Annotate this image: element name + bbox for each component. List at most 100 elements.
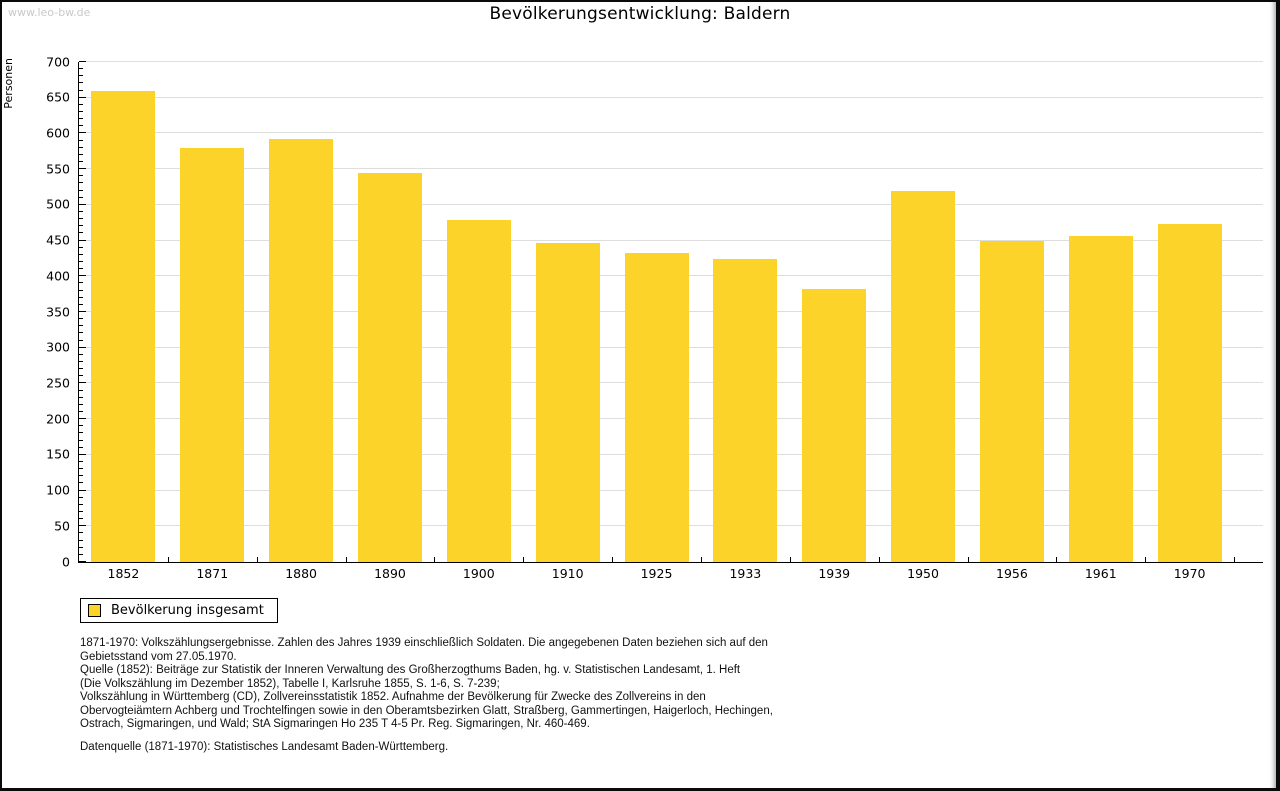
- x-axis-tick: [345, 557, 347, 562]
- gridline-600: [79, 132, 1263, 134]
- y-minor-tick: [79, 439, 83, 441]
- x-tick-label: 1910: [551, 566, 584, 581]
- bar-1933: [713, 259, 778, 562]
- y-minor-tick: [79, 232, 83, 234]
- y-minor-tick: [79, 375, 83, 377]
- x-axis-tick: [789, 557, 791, 562]
- x-tick-label: 1871: [196, 566, 229, 581]
- y-minor-tick: [79, 318, 83, 320]
- x-axis-tick: [612, 557, 614, 562]
- y-major-tick: [79, 489, 86, 491]
- bar-1925: [624, 253, 689, 562]
- x-tick-label: 1970: [1173, 566, 1206, 581]
- y-minor-tick: [79, 303, 83, 305]
- y-minor-tick: [79, 161, 83, 162]
- y-minor-tick: [79, 353, 83, 355]
- y-tick-label: 100: [46, 482, 70, 498]
- y-minor-tick: [79, 511, 83, 512]
- legend-label: Bevölkerung insgesamt: [111, 603, 264, 618]
- bar-1970: [1157, 224, 1222, 562]
- y-major-tick: [79, 132, 86, 134]
- y-minor-tick: [79, 246, 83, 248]
- bar-1900: [446, 219, 511, 562]
- y-tick-label: 600: [46, 125, 70, 141]
- y-tick-label: 250: [46, 375, 70, 391]
- bar-1956: [979, 240, 1044, 562]
- bar-1939: [802, 289, 867, 562]
- y-major-tick: [79, 346, 86, 348]
- y-tick-label: 450: [46, 232, 70, 248]
- y-major-tick: [79, 418, 86, 420]
- y-minor-tick: [79, 539, 83, 541]
- y-minor-tick: [79, 296, 83, 298]
- y-minor-tick: [79, 268, 83, 270]
- y-major-tick: [79, 453, 86, 455]
- x-tick-label: 1925: [640, 566, 673, 581]
- x-tick-label: 1852: [107, 566, 140, 581]
- y-minor-tick: [79, 182, 83, 184]
- x-axis-tick: [1056, 557, 1058, 562]
- x-axis-tick: [434, 557, 436, 562]
- chart-title: Bevölkerungsentwicklung: Baldern: [489, 4, 791, 24]
- y-minor-tick: [79, 82, 83, 84]
- y-tick-label: 500: [46, 196, 70, 212]
- y-minor-tick: [79, 475, 83, 477]
- y-minor-tick: [79, 403, 83, 405]
- y-minor-tick: [79, 339, 83, 341]
- y-major-tick: [79, 561, 86, 562]
- bar-1910: [535, 242, 600, 562]
- y-tick-label: 700: [46, 53, 70, 69]
- y-minor-tick: [79, 68, 83, 70]
- y-tick-label: 200: [46, 410, 70, 426]
- y-minor-tick: [79, 432, 83, 434]
- x-tick-label: 1939: [818, 566, 851, 581]
- y-minor-tick: [79, 196, 83, 198]
- y-minor-tick: [79, 189, 83, 191]
- y-minor-tick: [79, 368, 83, 370]
- legend-color-swatch: [88, 604, 101, 617]
- y-minor-tick: [79, 411, 83, 412]
- y-tick-label: 50: [54, 518, 70, 534]
- x-axis-tick: [167, 557, 169, 562]
- footnote-sources: 1871-1970: Volkszählungsergebnisse. Zahl…: [80, 637, 773, 730]
- gridline-550: [79, 168, 1263, 170]
- y-major-tick: [79, 239, 86, 241]
- x-tick-label: 1933: [729, 566, 762, 581]
- y-axis-label: Personen: [2, 58, 15, 109]
- y-tick-label: 550: [46, 160, 70, 176]
- y-tick-label: 400: [46, 268, 70, 284]
- watermark: www.leo-bw.de: [8, 6, 91, 19]
- y-tick-label: 0: [62, 553, 70, 569]
- bar-1880: [269, 139, 334, 562]
- gridline-700: [79, 61, 1263, 62]
- y-minor-tick: [79, 396, 83, 398]
- y-minor-tick: [79, 546, 83, 548]
- y-major-tick: [79, 525, 86, 527]
- gridline-450: [79, 239, 1263, 241]
- y-minor-tick: [79, 325, 83, 327]
- y-minor-tick: [79, 461, 83, 462]
- y-minor-tick: [79, 89, 83, 91]
- y-minor-tick: [79, 553, 83, 555]
- footnote-data-source: Datenquelle (1871-1970): Statistisches L…: [80, 741, 449, 753]
- x-tick-label: 1900: [462, 566, 495, 581]
- gridline-650: [79, 96, 1263, 98]
- y-minor-tick: [79, 75, 83, 77]
- y-minor-tick: [79, 289, 83, 291]
- y-tick-label: 350: [46, 303, 70, 319]
- bar-1961: [1068, 236, 1133, 562]
- x-axis-tick: [878, 557, 880, 562]
- x-tick-label: 1961: [1084, 566, 1117, 581]
- y-minor-tick: [79, 496, 83, 498]
- y-minor-tick: [79, 282, 83, 284]
- y-major-tick: [79, 311, 86, 312]
- y-minor-tick: [79, 118, 83, 120]
- y-minor-tick: [79, 146, 83, 148]
- y-major-tick: [79, 61, 86, 62]
- y-major-tick: [79, 96, 86, 98]
- y-minor-tick: [79, 261, 83, 262]
- bar-1890: [357, 173, 422, 562]
- x-axis-tick: [256, 557, 258, 562]
- y-tick-label: 300: [46, 339, 70, 355]
- x-axis-tick: [700, 557, 702, 562]
